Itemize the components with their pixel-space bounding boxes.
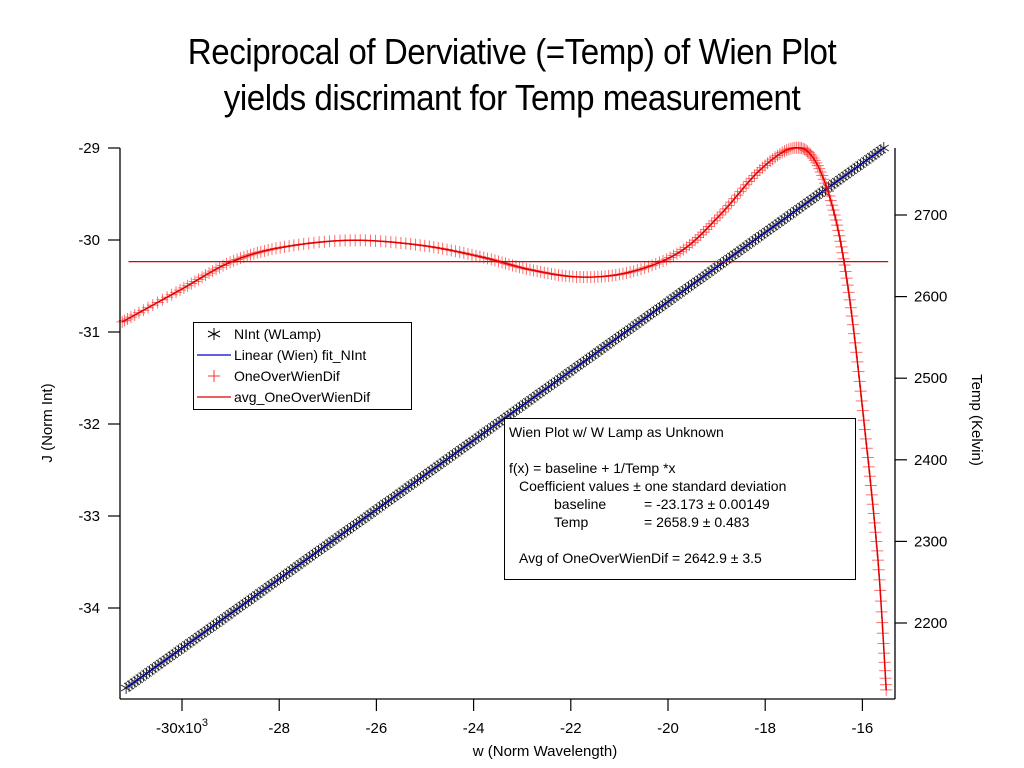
legend-label: avg_OneOverWienDif: [234, 389, 371, 405]
x-tick-label: -24: [463, 720, 485, 737]
tick-layer: -30x103 -28 -26 -24 -22 -20 -18 -16 -29 -30 -31 -32…: [78, 140, 947, 737]
series-line: [121, 146, 887, 690]
annotation-formula: f(x) = baseline + 1/Temp *x: [509, 460, 676, 476]
x-tick-label: -18: [754, 720, 776, 737]
line-icon: [194, 352, 234, 358]
legend-label: Linear (Wien) fit_NInt: [234, 347, 367, 363]
annotation-temp-value: = 2658.9 ± 0.483: [644, 514, 750, 530]
annotation-coef-header: Coefficient values ± one standard deviat…: [519, 478, 787, 494]
x-tick-label: -20: [657, 720, 679, 737]
asterisk-icon: [194, 327, 234, 341]
legend-item-oneoverwiendif: OneOverWienDif: [194, 367, 340, 385]
series-oneoverwiendif: [116, 141, 893, 696]
x-tick-label: -28: [268, 720, 290, 737]
legend-item-linear-fit: Linear (Wien) fit_NInt: [194, 346, 366, 364]
x-tick-label: -26: [366, 720, 388, 737]
y2-tick-label: 2300: [914, 533, 947, 550]
y2-tick-label: 2700: [914, 207, 947, 224]
y2-tick-label: 2500: [914, 370, 947, 387]
y-tick-label: -32: [78, 416, 100, 433]
plus-icon: [194, 370, 234, 382]
legend-label: OneOverWienDif: [234, 368, 340, 384]
series-layer: [116, 141, 893, 696]
legend-item-nint: NInt (WLamp): [194, 325, 321, 343]
annotation-title: Wien Plot w/ W Lamp as Unknown: [509, 424, 724, 440]
legend-item-avg: avg_OneOverWienDif: [194, 388, 370, 406]
y-tick-label: -30: [78, 232, 100, 249]
y2-tick-label: 2600: [914, 289, 947, 306]
chart-title-line2: yields discrimant for Temp measurement: [223, 77, 801, 118]
x-tick-label: -30x103: [156, 717, 208, 737]
legend: NInt (WLamp) Linear (Wien) fit_NInt OneO…: [193, 322, 412, 410]
annotation-temp-label: Temp: [554, 514, 589, 530]
x-axis-label: w (Norm Wavelength): [472, 743, 617, 760]
annotation-baseline-label: baseline: [554, 496, 607, 512]
chart-title-line1: Reciprocal of Derviative (=Temp) of Wien…: [187, 31, 837, 72]
y-axis-label: J (Norm Int): [39, 383, 56, 462]
line-icon: [194, 394, 234, 400]
y-tick-label: -33: [78, 508, 100, 525]
y-tick-label: -29: [78, 140, 100, 157]
legend-label: NInt (WLamp): [234, 326, 322, 342]
y2-tick-label: 2200: [914, 615, 947, 632]
fit-annotation-box: Wien Plot w/ W Lamp as Unknown f(x) = ba…: [504, 418, 856, 580]
y-tick-label: -34: [78, 600, 100, 617]
annotation-avg: Avg of OneOverWienDif = 2642.9 ± 3.5: [519, 550, 762, 566]
y2-axis-label: Temp (Kelvin): [968, 374, 985, 466]
annotation-baseline-value: = -23.173 ± 0.00149: [644, 496, 770, 512]
x-tick-exponent: 3: [202, 717, 208, 729]
x-tick-label: -22: [560, 720, 582, 737]
x-tick-label: -16: [852, 720, 874, 737]
y-tick-label: -31: [78, 324, 100, 341]
y2-tick-label: 2400: [914, 452, 947, 469]
